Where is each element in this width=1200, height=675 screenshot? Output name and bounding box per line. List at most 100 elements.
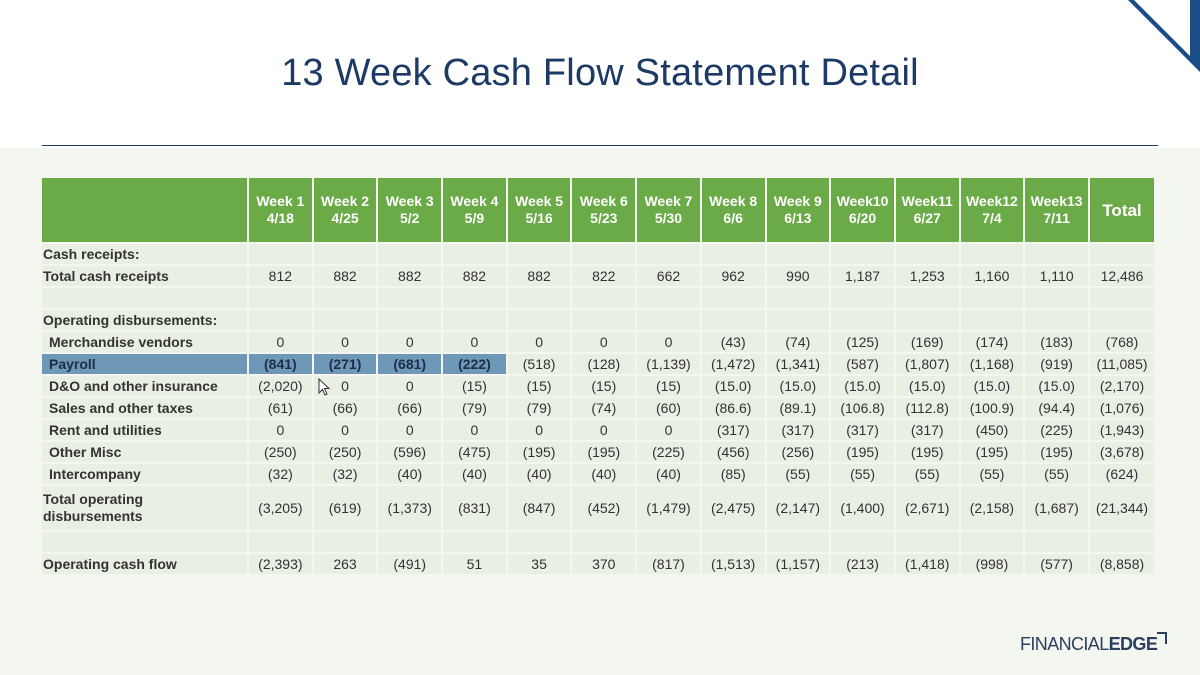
value-cell[interactable]: 1,160 bbox=[960, 266, 1024, 286]
total-cell[interactable] bbox=[1090, 288, 1154, 308]
value-cell[interactable]: (222) bbox=[443, 354, 506, 374]
value-cell[interactable]: (1,807) bbox=[895, 354, 959, 374]
value-cell[interactable]: (66) bbox=[313, 398, 377, 418]
week-header[interactable]: Week 4 5/9 bbox=[443, 178, 506, 242]
value-cell[interactable]: (317) bbox=[701, 420, 765, 440]
value-cell[interactable] bbox=[895, 310, 959, 330]
row-label[interactable]: Cash receipts: bbox=[42, 244, 247, 264]
value-cell[interactable]: 1,187 bbox=[831, 266, 894, 286]
value-cell[interactable]: (40) bbox=[443, 464, 506, 484]
value-cell[interactable]: (195) bbox=[960, 442, 1024, 462]
value-cell[interactable]: 822 bbox=[572, 266, 636, 286]
value-cell[interactable]: (89.1) bbox=[766, 398, 830, 418]
week-header[interactable]: Week 5 5/16 bbox=[507, 178, 571, 242]
value-cell[interactable]: (1,157) bbox=[766, 554, 830, 574]
value-cell[interactable]: 0 bbox=[572, 332, 636, 352]
value-cell[interactable]: (2,475) bbox=[701, 486, 765, 530]
value-cell[interactable]: (2,393) bbox=[249, 554, 312, 574]
total-cell[interactable]: (624) bbox=[1090, 464, 1154, 484]
row-label[interactable]: Merchandise vendors bbox=[42, 332, 247, 352]
value-cell[interactable]: 0 bbox=[378, 376, 442, 396]
value-cell[interactable] bbox=[960, 288, 1024, 308]
value-cell[interactable]: 882 bbox=[313, 266, 377, 286]
value-cell[interactable]: (40) bbox=[637, 464, 700, 484]
week-header[interactable]: Week 6 5/23 bbox=[572, 178, 636, 242]
value-cell[interactable]: (195) bbox=[1025, 442, 1088, 462]
value-cell[interactable]: (15) bbox=[507, 376, 571, 396]
row-label[interactable] bbox=[42, 288, 247, 308]
value-cell[interactable]: (40) bbox=[378, 464, 442, 484]
value-cell[interactable]: (195) bbox=[831, 442, 894, 462]
value-cell[interactable]: (1,472) bbox=[701, 354, 765, 374]
total-cell[interactable]: (11,085) bbox=[1090, 354, 1154, 374]
value-cell[interactable]: (183) bbox=[1025, 332, 1088, 352]
total-cell[interactable]: (1,943) bbox=[1090, 420, 1154, 440]
value-cell[interactable]: (831) bbox=[443, 486, 506, 530]
value-cell[interactable]: (475) bbox=[443, 442, 506, 462]
value-cell[interactable] bbox=[572, 244, 636, 264]
week-header[interactable]: Week 8 6/6 bbox=[701, 178, 765, 242]
value-cell[interactable]: (256) bbox=[766, 442, 830, 462]
value-cell[interactable] bbox=[701, 244, 765, 264]
value-cell[interactable] bbox=[443, 310, 506, 330]
week-header[interactable]: Week 9 6/13 bbox=[766, 178, 830, 242]
value-cell[interactable]: (1,479) bbox=[637, 486, 700, 530]
value-cell[interactable] bbox=[313, 532, 377, 552]
value-cell[interactable] bbox=[443, 244, 506, 264]
value-cell[interactable]: (213) bbox=[831, 554, 894, 574]
value-cell[interactable]: (2,020) bbox=[249, 376, 312, 396]
value-cell[interactable]: (317) bbox=[831, 420, 894, 440]
week-header[interactable]: Week 7 5/30 bbox=[637, 178, 700, 242]
value-cell[interactable]: (60) bbox=[637, 398, 700, 418]
value-cell[interactable] bbox=[701, 310, 765, 330]
value-cell[interactable]: (998) bbox=[960, 554, 1024, 574]
total-cell[interactable] bbox=[1090, 532, 1154, 552]
total-header[interactable]: Total bbox=[1090, 178, 1154, 242]
value-cell[interactable] bbox=[831, 244, 894, 264]
value-cell[interactable]: (1,400) bbox=[831, 486, 894, 530]
value-cell[interactable]: (55) bbox=[766, 464, 830, 484]
value-cell[interactable]: 0 bbox=[313, 376, 377, 396]
row-label[interactable] bbox=[42, 532, 247, 552]
value-cell[interactable]: (225) bbox=[1025, 420, 1088, 440]
value-cell[interactable]: (15.0) bbox=[766, 376, 830, 396]
value-cell[interactable] bbox=[831, 310, 894, 330]
value-cell[interactable]: 0 bbox=[313, 332, 377, 352]
row-label[interactable]: Operating cash flow bbox=[42, 554, 247, 574]
value-cell[interactable]: (55) bbox=[1025, 464, 1088, 484]
total-cell[interactable]: 12,486 bbox=[1090, 266, 1154, 286]
week-header[interactable]: Week 2 4/25 bbox=[313, 178, 377, 242]
value-cell[interactable]: (250) bbox=[249, 442, 312, 462]
value-cell[interactable] bbox=[637, 288, 700, 308]
total-cell[interactable] bbox=[1090, 310, 1154, 330]
value-cell[interactable]: 0 bbox=[443, 332, 506, 352]
value-cell[interactable]: (15) bbox=[637, 376, 700, 396]
row-label[interactable]: Other Misc bbox=[42, 442, 247, 462]
value-cell[interactable] bbox=[637, 244, 700, 264]
value-cell[interactable]: (15) bbox=[443, 376, 506, 396]
row-label[interactable]: Intercompany bbox=[42, 464, 247, 484]
week-header[interactable]: Week11 6/27 bbox=[895, 178, 959, 242]
value-cell[interactable]: (128) bbox=[572, 354, 636, 374]
value-cell[interactable]: (518) bbox=[507, 354, 571, 374]
value-cell[interactable]: 962 bbox=[701, 266, 765, 286]
value-cell[interactable]: (1,168) bbox=[960, 354, 1024, 374]
value-cell[interactable]: (250) bbox=[313, 442, 377, 462]
value-cell[interactable] bbox=[960, 532, 1024, 552]
value-cell[interactable] bbox=[507, 288, 571, 308]
value-cell[interactable] bbox=[895, 532, 959, 552]
value-cell[interactable]: 0 bbox=[249, 420, 312, 440]
value-cell[interactable]: 0 bbox=[443, 420, 506, 440]
value-cell[interactable] bbox=[378, 288, 442, 308]
value-cell[interactable]: (112.8) bbox=[895, 398, 959, 418]
value-cell[interactable]: (3,205) bbox=[249, 486, 312, 530]
value-cell[interactable]: 0 bbox=[313, 420, 377, 440]
value-cell[interactable]: (55) bbox=[831, 464, 894, 484]
value-cell[interactable]: 0 bbox=[507, 420, 571, 440]
value-cell[interactable] bbox=[831, 288, 894, 308]
value-cell[interactable]: 882 bbox=[507, 266, 571, 286]
value-cell[interactable] bbox=[313, 288, 377, 308]
row-label[interactable]: D&O and other insurance bbox=[42, 376, 247, 396]
value-cell[interactable]: 0 bbox=[378, 420, 442, 440]
value-cell[interactable]: (2,671) bbox=[895, 486, 959, 530]
